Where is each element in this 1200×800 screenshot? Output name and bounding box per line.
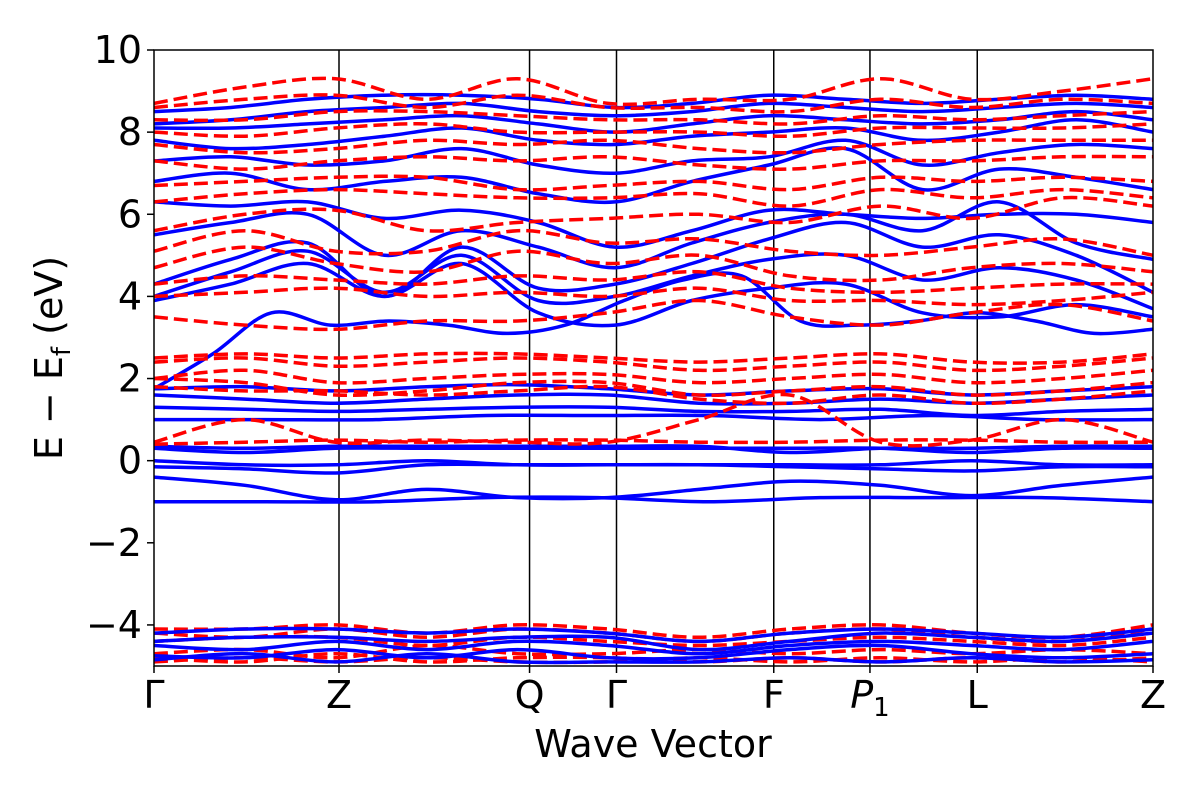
solid-band-line [154, 475, 1153, 502]
plot-frame [153, 49, 1154, 667]
band-series [154, 76, 1153, 665]
y-tick-label: 4 [118, 274, 142, 318]
dashed-band-line [154, 298, 1153, 332]
solid-band-line [154, 444, 1153, 455]
y-axis-title-unit: (eV) [27, 256, 71, 335]
dashed-band-line [154, 187, 1153, 208]
y-tick-label: 10 [94, 28, 142, 72]
solid-band-line [154, 626, 1153, 644]
y-axis-title-sub: f [47, 346, 77, 356]
x-tick-label: L [967, 673, 988, 717]
solid-band-line [154, 261, 1153, 328]
solid-band-line [154, 458, 1153, 468]
dashed-band-line [154, 368, 1153, 385]
dashed-band-line [154, 122, 1153, 139]
solid-band-line [154, 446, 1153, 455]
dashed-band-line [154, 356, 1153, 373]
y-tick-label: 8 [118, 110, 142, 154]
solid-band-line [154, 639, 1153, 656]
x-tick-label: Z [326, 673, 352, 717]
dashed-band-line [154, 392, 1153, 448]
dashed-band-line [154, 438, 1153, 446]
x-tick-label: Z [1140, 673, 1166, 717]
svg-text:E − Ef (eV): E − Ef (eV) [27, 256, 77, 460]
dashed-band-line [154, 245, 1153, 283]
y-axis-title: E − E [27, 356, 71, 460]
solid-band-line [154, 248, 1153, 311]
dashed-band-line [154, 351, 1153, 365]
y-tick-label: 2 [118, 357, 142, 401]
dashed-band-line [154, 269, 1153, 295]
dashed-band-line [154, 286, 1153, 307]
solid-band-line [154, 118, 1153, 151]
dashed-band-line [154, 109, 1153, 126]
solid-band-line [154, 643, 1153, 661]
high-symmetry-lines [338, 50, 978, 666]
solid-band-line [154, 631, 1153, 652]
x-tick-label: Γ [606, 673, 627, 717]
dashed-band-line [154, 376, 1153, 398]
solid-band-line [154, 651, 1153, 665]
solid-band-line [154, 138, 1153, 175]
x-axis-title: Wave Vector [534, 722, 772, 766]
x-tick-label: P1 [850, 673, 889, 723]
dashed-band-line [154, 195, 1153, 233]
y-tick-label: 6 [118, 192, 142, 236]
dashed-band-line [154, 228, 1153, 258]
y-tick-label: 0 [118, 439, 142, 483]
y-axis-ticks: −4 −2 0 2 4 6 8 10 [86, 28, 154, 647]
dashed-band-line [154, 154, 1153, 171]
x-axis-ticks: Γ Z Q Γ F P1 L Z [143, 666, 1166, 723]
y-tick-label: −4 [86, 603, 142, 647]
x-tick-label: F [763, 673, 785, 717]
x-tick-label: Q [515, 673, 545, 717]
y-tick-label: −2 [86, 521, 142, 565]
dashed-band-line [154, 138, 1153, 155]
dashed-band-line [154, 93, 1153, 114]
x-tick-label: Γ [143, 673, 164, 717]
y-axis-title-group: E − Ef (eV) [27, 256, 77, 460]
solid-band-line [154, 495, 1153, 504]
solid-band-line [154, 405, 1153, 418]
dashed-band-line [154, 76, 1153, 107]
dashed-band-line [154, 174, 1153, 192]
solid-band-line [154, 109, 1153, 134]
dashed-band-line [154, 384, 1153, 406]
solid-band-line [154, 413, 1153, 422]
